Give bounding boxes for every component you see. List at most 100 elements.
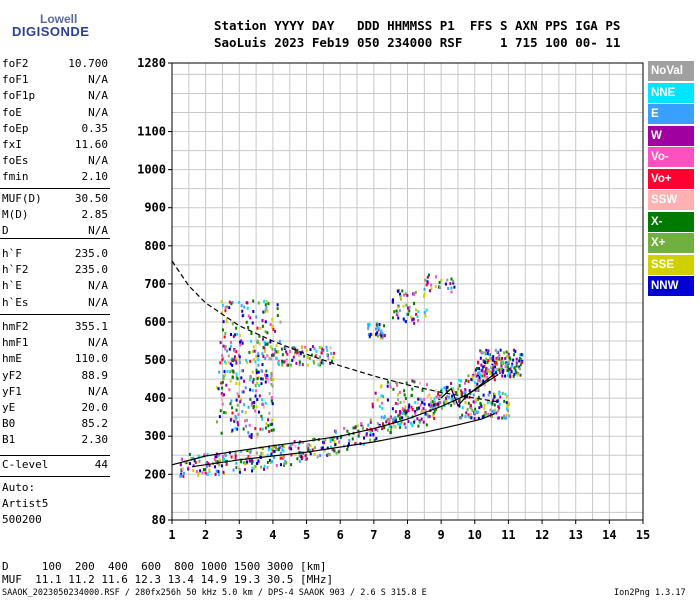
echo-point <box>266 466 269 470</box>
echo-point <box>475 398 478 402</box>
echo-point <box>271 460 274 464</box>
echo-point <box>330 436 333 440</box>
x-tick-label: 8 <box>404 528 411 542</box>
y-tick-label: 1280 <box>137 56 166 70</box>
echo-point <box>271 446 274 450</box>
echo-point <box>477 378 480 382</box>
echo-point <box>438 401 441 405</box>
echo-point <box>467 374 470 378</box>
echo-point <box>244 419 247 423</box>
echo-point <box>205 462 208 466</box>
echo-point <box>482 365 485 369</box>
x-tick-label: 2 <box>202 528 209 542</box>
echo-point <box>491 371 494 375</box>
echo-point <box>231 322 234 326</box>
echo-point <box>513 366 516 370</box>
echo-point <box>327 452 330 456</box>
echo-point <box>493 369 496 373</box>
echo-point <box>367 325 370 329</box>
echo-point <box>260 465 263 469</box>
x-tick-label: 14 <box>602 528 616 542</box>
echo-point <box>463 391 466 395</box>
legend-item-ssw: SSW <box>648 190 694 210</box>
echo-point <box>405 411 408 415</box>
echo-point <box>267 424 270 428</box>
echo-point <box>320 351 323 355</box>
echo-point <box>243 379 246 383</box>
echo-point <box>494 365 497 369</box>
param-value: N/A <box>88 336 108 350</box>
echo-point <box>369 420 372 424</box>
echo-point <box>251 380 254 384</box>
echo-point <box>520 353 523 357</box>
echo-point <box>288 446 291 450</box>
echo-point <box>234 418 237 422</box>
echo-point <box>472 400 475 404</box>
echo-point <box>232 369 235 373</box>
echo-point <box>381 407 384 411</box>
param-row: foF2 10.700 <box>2 57 108 72</box>
echo-point <box>182 474 185 478</box>
echo-point <box>453 285 456 289</box>
echo-point <box>397 311 400 315</box>
echo-point <box>246 460 249 464</box>
echo-point <box>258 383 261 387</box>
echo-point <box>329 361 332 365</box>
echo-point <box>247 405 250 409</box>
echo-point <box>299 352 302 356</box>
echo-point <box>426 395 429 399</box>
echo-point <box>407 415 410 419</box>
echo-point <box>398 423 401 427</box>
echo-point <box>347 442 350 446</box>
echo-point <box>498 353 501 357</box>
echo-point <box>414 401 417 405</box>
echo-point <box>238 300 241 304</box>
echo-point <box>467 379 470 383</box>
echo-point <box>473 381 476 385</box>
echo-point <box>383 324 386 328</box>
echo-point <box>261 427 264 431</box>
param-value: N/A <box>88 154 108 168</box>
echo-point <box>234 454 237 458</box>
echo-point <box>241 309 244 313</box>
echo-point <box>251 321 254 325</box>
echo-point <box>257 358 260 362</box>
param-key: foF2 <box>2 57 29 70</box>
echo-point <box>283 445 286 449</box>
echo-point <box>261 337 264 341</box>
echo-point <box>271 384 274 388</box>
echo-point <box>267 302 270 306</box>
auto-line: Auto: <box>2 481 108 496</box>
echo-point <box>257 459 260 463</box>
echo-point <box>446 385 449 389</box>
echo-point <box>313 347 316 351</box>
echo-point <box>510 364 513 368</box>
echo-point <box>403 422 406 426</box>
echo-point <box>263 340 266 344</box>
echo-point <box>234 451 237 455</box>
echo-point <box>337 450 340 454</box>
echo-point <box>207 462 210 466</box>
echo-point <box>298 360 301 364</box>
echo-point <box>474 384 477 388</box>
echo-point <box>238 382 241 386</box>
echo-point <box>380 331 383 335</box>
echo-point <box>267 448 270 452</box>
echo-point <box>243 468 246 472</box>
echo-point <box>241 314 244 318</box>
echo-point <box>230 455 233 459</box>
echo-point <box>375 436 378 440</box>
echo-point <box>316 455 319 459</box>
echo-point <box>267 379 270 383</box>
echo-point <box>263 467 266 471</box>
echo-point <box>498 392 501 396</box>
echo-point <box>235 461 238 465</box>
echo-point <box>188 452 191 456</box>
echo-point <box>473 411 476 415</box>
y-tick-label: 500 <box>144 353 166 367</box>
param-key: M(D) <box>2 208 29 222</box>
echo-point <box>426 275 429 279</box>
echo-point <box>312 345 315 349</box>
echo-point <box>291 358 294 362</box>
param-row: yF2 88.9 <box>2 369 108 384</box>
